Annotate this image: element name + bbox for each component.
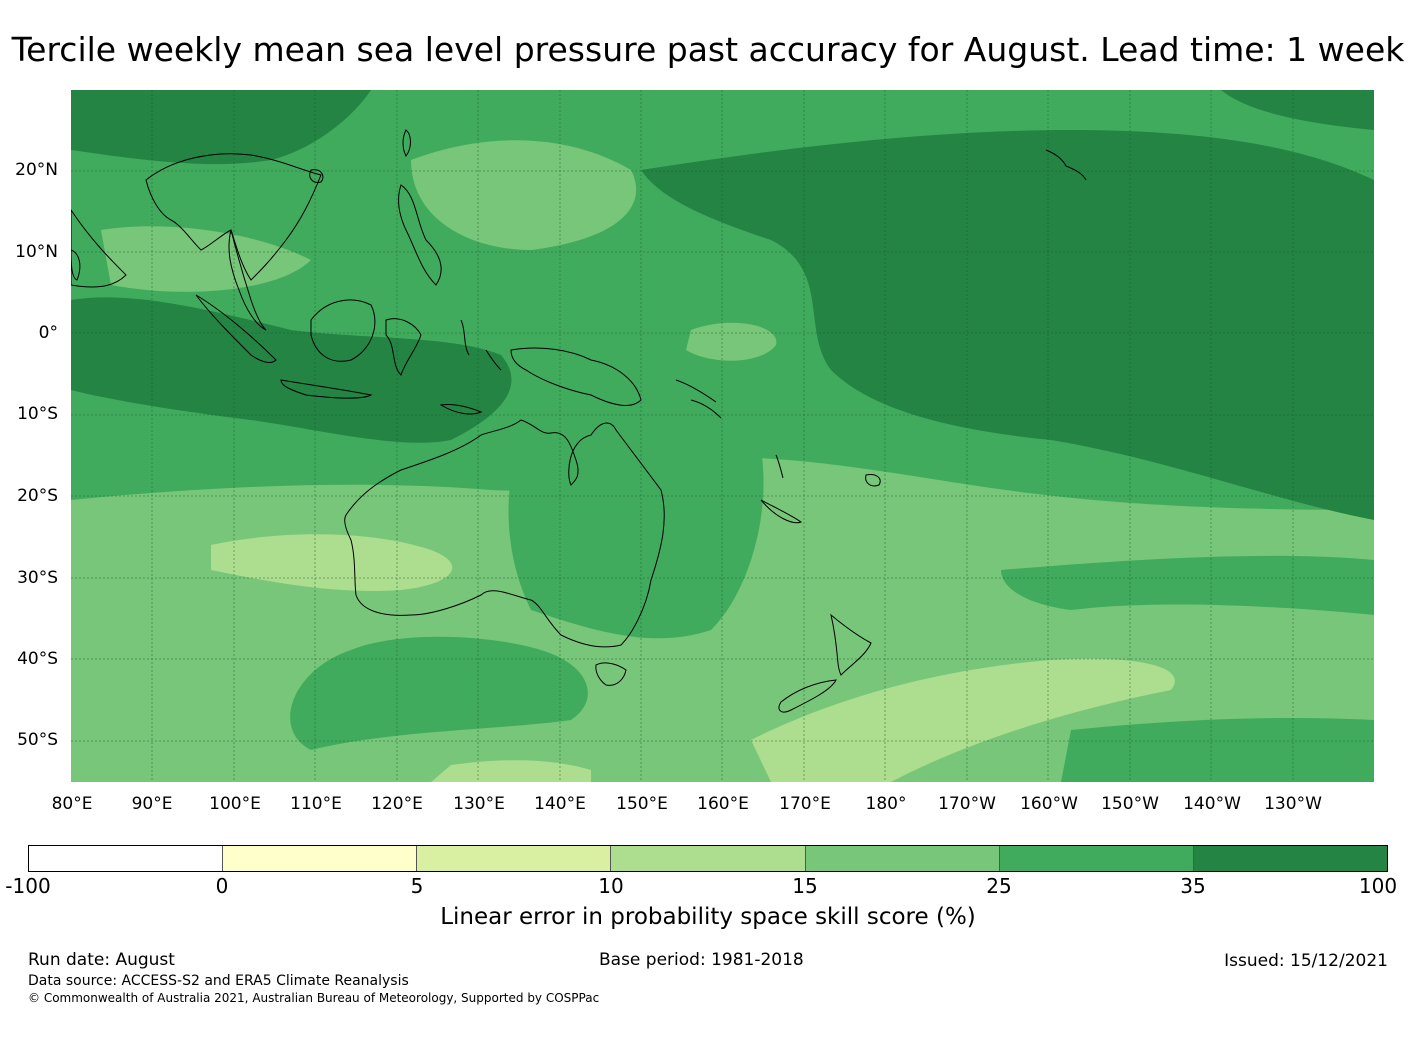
colorbar-tick-35: 35 [1180,874,1206,898]
lon-label-140e: 140°E [534,794,586,814]
region-35-100-maritime-continent [71,297,512,443]
colorbar-label: Linear error in probability space skill … [440,904,976,930]
colorbar [28,845,1388,872]
australia-coastline [344,419,665,648]
timor-coastline [439,404,483,415]
lon-label-130w: 130°W [1264,794,1322,814]
region-35-100-south-china-sea [71,90,371,165]
lat-label-0: 0° [38,323,58,343]
region-15-25-north [411,140,637,250]
region-15-25-indochina [101,226,311,292]
colorbar-segment-35-100 [1193,846,1387,871]
region-35-100-north-pacific-top [1221,90,1374,130]
philippines-coastline [398,184,442,286]
lon-label-180: 180° [865,794,907,814]
colorbar-segment-neg100-0 [29,846,224,871]
lon-label-160w: 160°W [1020,794,1078,814]
lon-label-90e: 90°E [131,794,173,814]
lon-label-110e: 110°E [290,794,342,814]
hainan-coastline [309,169,324,183]
colorbar-tick-0: 0 [215,874,229,898]
sulawesi-coastline [385,318,422,376]
lon-label-80e: 80°E [51,794,93,814]
base-period: Base period: 1981-2018 [599,950,804,970]
run-date: Run date: August [28,950,175,970]
graticule-grid [71,90,1374,782]
data-source: Data source: ACCESS-S2 and ERA5 Climate … [28,973,409,989]
tasmania-coastline [595,662,627,686]
colorbar-tick-100: 100 [1358,874,1398,898]
map-title: Tercile weekly mean sea level pressure p… [11,30,1405,69]
colorbar-tick-5: 5 [410,874,424,898]
java-coastline [280,379,373,399]
new-caledonia [760,499,803,524]
region-25-35-southwest [290,636,588,750]
lat-label-20n: 20°N [15,160,58,180]
lon-label-150e: 150°E [616,794,668,814]
indochina-coastline [145,153,322,281]
region-25-35-australia [508,416,764,639]
colorbar-segment-10-15 [611,846,806,871]
colorbar-segment-5-10 [417,846,612,871]
vanuatu-islands [775,454,784,479]
region-10-15-tasman [751,658,1175,782]
sumatra-coastline [195,294,277,363]
region-10-15-south-edge [431,760,591,782]
lat-label-40s: 40°S [17,649,58,669]
taiwan-coastline [402,129,411,157]
region-25-35-south-pacific [1001,555,1374,615]
new-zealand-south [778,679,837,713]
new-guinea-coastline [510,347,642,406]
region-10-15-indian-ocean [211,534,453,591]
new-zealand-north [830,613,872,676]
issued-date: Issued: 15/12/2021 [1224,951,1388,971]
lon-label-120e: 120°E [371,794,423,814]
colorbar-tick-10: 10 [598,874,624,898]
malay-peninsula [228,229,267,331]
skill-score-field [71,90,1374,782]
lon-label-140w: 140°W [1183,794,1241,814]
lat-label-50s: 50°S [17,730,58,750]
colorbar-tick-25: 25 [986,874,1012,898]
region-25-35-southeast [1061,718,1374,782]
borneo-coastline [310,299,376,362]
lon-label-150w: 150°W [1101,794,1159,814]
moluccas-islands [460,319,502,371]
lon-label-130e: 130°E [453,794,505,814]
lat-label-30s: 30°S [17,568,58,588]
coastlines [71,129,1087,713]
skill-score-map[interactable] [71,90,1374,782]
lon-label-170w: 170°W [938,794,996,814]
colorbar-segment-25-35 [999,846,1194,871]
solomon-islands [675,379,722,419]
lon-label-170e: 170°E [779,794,831,814]
region-35-100-central-pacific [641,130,1374,520]
region-15-25-equatorial [686,322,777,361]
india-coastline [71,209,127,288]
hawaii-islands [1045,149,1087,181]
colorbar-segment-15-25 [805,846,1000,871]
colorbar-tick-15: 15 [792,874,818,898]
colorbar-segment-0-5 [223,846,418,871]
lat-label-10s: 10°S [17,404,58,424]
lon-label-100e: 100°E [209,794,261,814]
fiji-islands [865,474,881,487]
lat-label-10n: 10°N [15,242,58,262]
sri-lanka-coastline [71,249,81,281]
lon-label-160e: 160°E [697,794,749,814]
lat-label-20s: 20°S [17,486,58,506]
copyright: © Commonwealth of Australia 2021, Austra… [28,991,600,1005]
colorbar-tick-neg100: -100 [5,874,51,898]
